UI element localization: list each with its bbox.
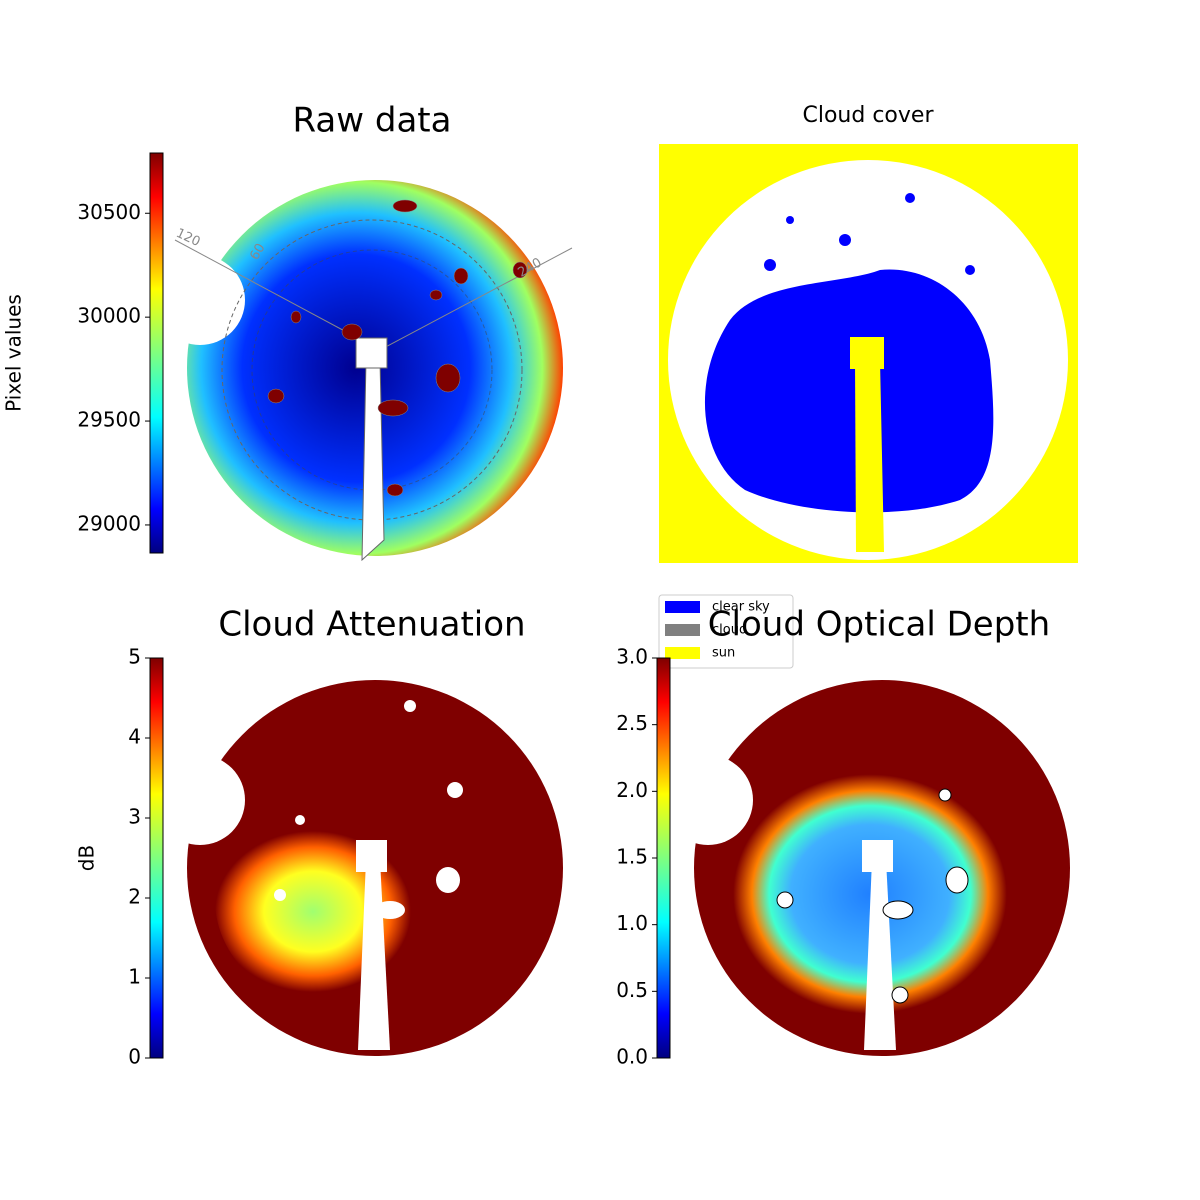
cloud-cover-image bbox=[659, 144, 1078, 563]
legend-swatch bbox=[665, 624, 700, 636]
colorbar-tick-label: 0.0 bbox=[616, 1045, 648, 1069]
legend-label: cloud bbox=[712, 623, 747, 638]
colorbar-tick-label: 1.5 bbox=[616, 845, 648, 869]
panel-title: Cloud Attenuation bbox=[218, 605, 525, 645]
colorbar-tick-label: 3.0 bbox=[616, 645, 648, 669]
attenuation-image bbox=[155, 680, 563, 1056]
legend-swatch bbox=[665, 601, 700, 613]
legend-label: sun bbox=[712, 646, 735, 661]
colorbar-label: Pixel values bbox=[2, 294, 26, 412]
colorbar-tick-label: 1.0 bbox=[616, 911, 648, 935]
raw-image bbox=[155, 180, 573, 562]
colorbar bbox=[149, 657, 164, 1059]
azimuth-label: 60 bbox=[247, 241, 268, 263]
colorbar-tick-label: 5 bbox=[128, 645, 141, 669]
legend-label: clear sky bbox=[712, 600, 770, 615]
colorbar-tick-label: 30000 bbox=[77, 304, 141, 328]
panel-title: Raw data bbox=[293, 101, 452, 141]
colorbar-tick-label: 0 bbox=[128, 1045, 141, 1069]
colorbar-tick-label: 30500 bbox=[77, 200, 141, 224]
colorbar-label: dB bbox=[75, 845, 99, 871]
colorbar-tick-label: 3 bbox=[128, 805, 141, 829]
colorbar-tick-label: 29000 bbox=[77, 511, 141, 535]
panel-title: Cloud cover bbox=[803, 103, 935, 128]
colorbar-tick-label: 29500 bbox=[77, 408, 141, 432]
colorbar-tick-label: 2.0 bbox=[616, 778, 648, 802]
legend-swatch bbox=[665, 647, 700, 659]
colorbar-tick-label: 0.5 bbox=[616, 978, 648, 1002]
panel-title: Cloud Optical Depth bbox=[708, 605, 1050, 645]
colorbar-tick-label: 4 bbox=[128, 725, 141, 749]
colorbar bbox=[656, 657, 671, 1059]
optical-depth-image bbox=[663, 680, 1070, 1056]
colorbar bbox=[149, 152, 164, 554]
colorbar-tick-label: 1 bbox=[128, 965, 141, 989]
colorbar-tick-label: 2.5 bbox=[616, 711, 648, 735]
colorbar-tick-label: 2 bbox=[128, 885, 141, 909]
